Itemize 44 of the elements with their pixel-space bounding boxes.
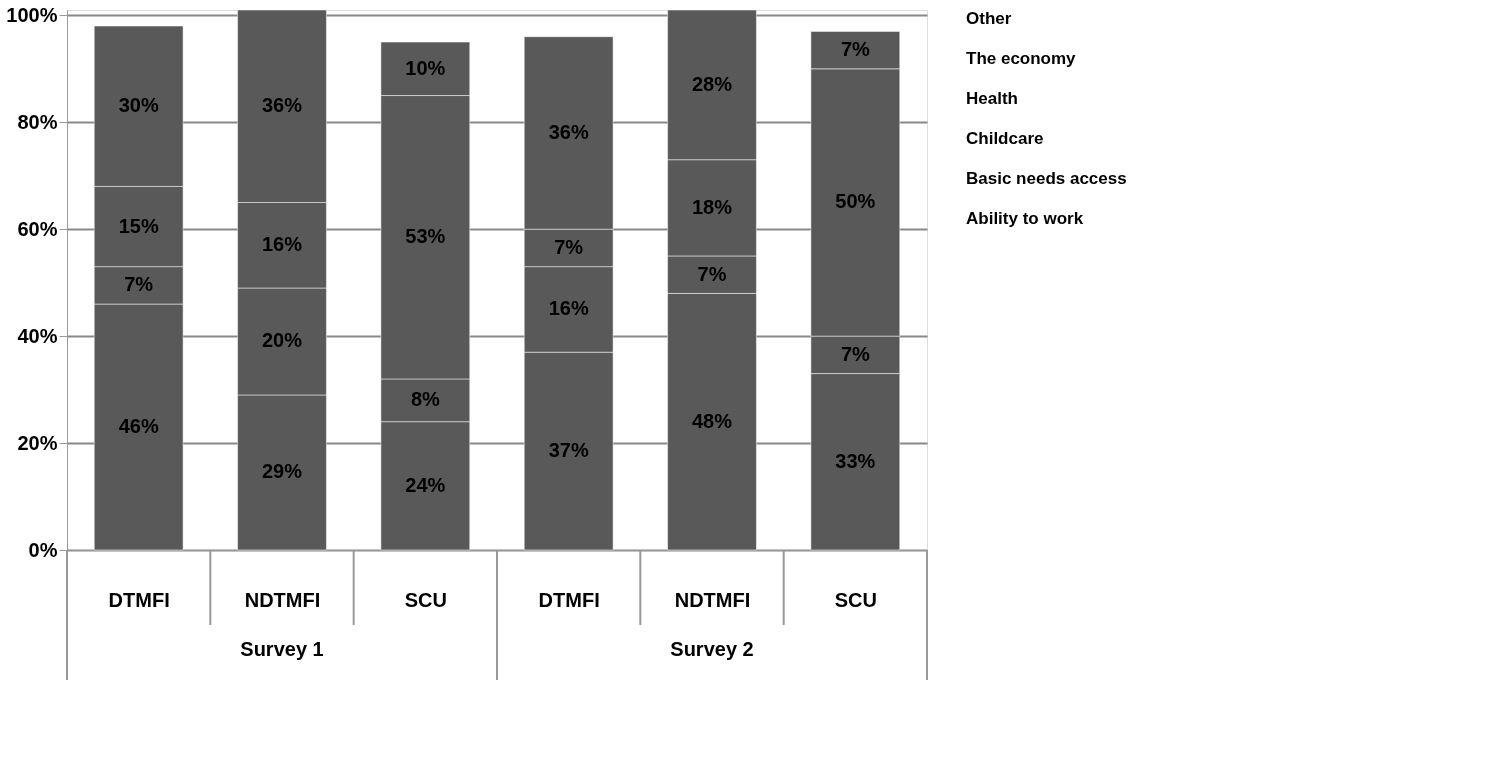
data-label: 7% [554,235,584,258]
y-tick-label: 80% [17,110,58,133]
data-label: 16% [548,297,589,320]
data-label: 7% [124,273,154,296]
data-label: 36% [548,120,589,143]
data-label: 50% [835,190,876,213]
text: Basic needs access [966,168,1127,188]
text: Survey 2 [670,638,754,660]
data-label: 29% [261,460,303,483]
data-label: 7% [697,262,727,285]
x-tick-label: NDTMFI [244,588,321,611]
data-label: 18% [691,195,733,218]
text: Other [966,8,1012,28]
x-tick-label: SCU [404,588,447,611]
data-label: 46% [118,415,159,438]
text: Childcare [966,128,1044,148]
data-label: 7% [840,38,870,61]
data-label: 28% [691,72,733,95]
data-label: 37% [548,439,589,462]
data-label: 48% [691,409,733,432]
data-label: 30% [118,94,159,117]
data-label: 15% [118,214,159,237]
x-tick-label: DTMFI [108,588,170,611]
data-label: 53% [405,225,446,248]
text: The economy [966,48,1077,68]
data-label: 10% [405,56,446,79]
data-label: 36% [261,94,303,117]
data-label: 16% [261,233,303,256]
data-label: 20% [261,329,303,352]
y-tick-label: 100% [6,3,58,26]
y-tick-label: 40% [17,324,58,347]
text: Ability to work [966,208,1084,228]
y-tick-label: 0% [28,538,58,561]
y-tick-label: 20% [17,431,58,454]
y-tick-label: 60% [17,217,58,240]
text: Health [966,88,1018,108]
data-label: 7% [840,342,870,365]
data-label: 8% [410,388,440,411]
data-label: 24% [405,473,446,496]
x-tick-label: NDTMFI [674,588,751,611]
x-tick-label: SCU [834,588,877,611]
data-label: 33% [835,449,876,472]
text: Survey 1 [240,638,324,660]
x-tick-label: DTMFI [538,588,600,611]
